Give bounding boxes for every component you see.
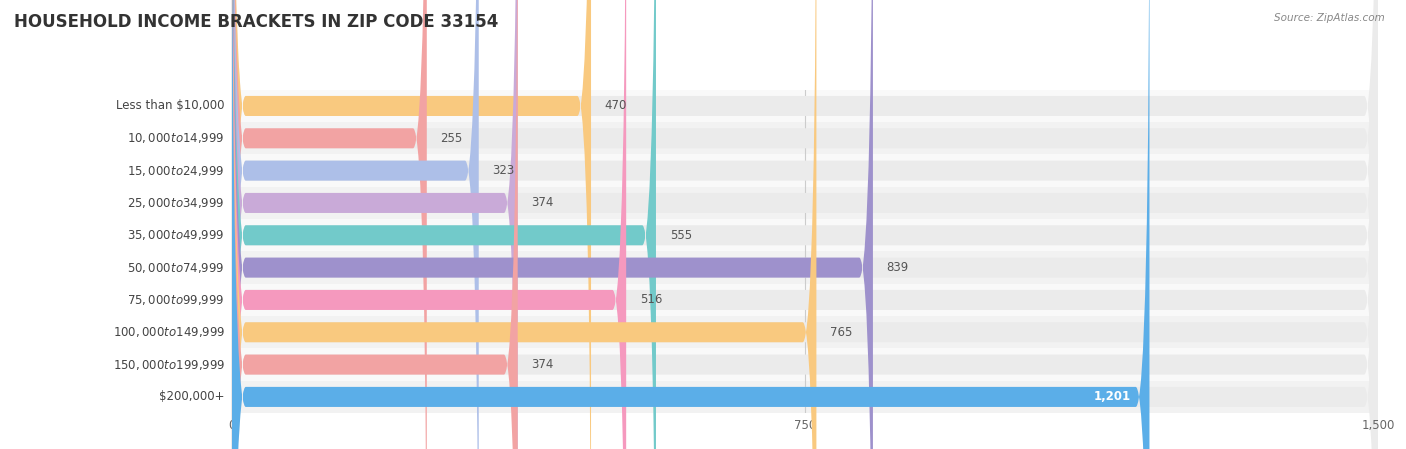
- Text: 374: 374: [531, 197, 554, 209]
- Text: $50,000 to $74,999: $50,000 to $74,999: [128, 260, 225, 275]
- FancyBboxPatch shape: [232, 0, 1378, 449]
- Text: 555: 555: [669, 229, 692, 242]
- FancyBboxPatch shape: [232, 0, 1378, 449]
- Bar: [232, 316, 1378, 348]
- FancyBboxPatch shape: [232, 0, 657, 449]
- FancyBboxPatch shape: [232, 0, 1150, 449]
- FancyBboxPatch shape: [232, 0, 1378, 449]
- Text: 323: 323: [492, 164, 515, 177]
- Text: $15,000 to $24,999: $15,000 to $24,999: [128, 163, 225, 178]
- FancyBboxPatch shape: [232, 0, 1378, 449]
- FancyBboxPatch shape: [232, 0, 817, 449]
- FancyBboxPatch shape: [232, 0, 1378, 449]
- Text: $100,000 to $149,999: $100,000 to $149,999: [112, 325, 225, 339]
- Bar: [232, 219, 1378, 251]
- Text: $200,000+: $200,000+: [159, 391, 225, 403]
- FancyBboxPatch shape: [232, 0, 427, 449]
- Text: 470: 470: [605, 100, 627, 112]
- Text: Less than $10,000: Less than $10,000: [117, 100, 225, 112]
- Bar: [232, 284, 1378, 316]
- FancyBboxPatch shape: [232, 0, 478, 449]
- FancyBboxPatch shape: [232, 0, 1378, 449]
- Bar: [232, 90, 1378, 122]
- Text: 839: 839: [887, 261, 908, 274]
- Bar: [232, 154, 1378, 187]
- Text: 374: 374: [531, 358, 554, 371]
- Text: $75,000 to $99,999: $75,000 to $99,999: [128, 293, 225, 307]
- FancyBboxPatch shape: [232, 0, 873, 449]
- Text: $150,000 to $199,999: $150,000 to $199,999: [112, 357, 225, 372]
- FancyBboxPatch shape: [232, 0, 1378, 449]
- Bar: [232, 251, 1378, 284]
- Bar: [232, 348, 1378, 381]
- Text: 516: 516: [640, 294, 662, 306]
- FancyBboxPatch shape: [232, 0, 517, 449]
- Bar: [232, 122, 1378, 154]
- FancyBboxPatch shape: [232, 0, 1378, 449]
- Text: HOUSEHOLD INCOME BRACKETS IN ZIP CODE 33154: HOUSEHOLD INCOME BRACKETS IN ZIP CODE 33…: [14, 13, 499, 31]
- Bar: [232, 187, 1378, 219]
- Text: 1,201: 1,201: [1094, 391, 1130, 403]
- Text: $25,000 to $34,999: $25,000 to $34,999: [128, 196, 225, 210]
- Text: 765: 765: [830, 326, 852, 339]
- Bar: [232, 381, 1378, 413]
- Text: Source: ZipAtlas.com: Source: ZipAtlas.com: [1274, 13, 1385, 23]
- Text: $10,000 to $14,999: $10,000 to $14,999: [128, 131, 225, 145]
- FancyBboxPatch shape: [232, 0, 591, 449]
- FancyBboxPatch shape: [232, 0, 626, 449]
- Text: $35,000 to $49,999: $35,000 to $49,999: [128, 228, 225, 242]
- FancyBboxPatch shape: [232, 0, 1378, 449]
- FancyBboxPatch shape: [232, 0, 1378, 449]
- FancyBboxPatch shape: [232, 0, 517, 449]
- Text: 255: 255: [440, 132, 463, 145]
